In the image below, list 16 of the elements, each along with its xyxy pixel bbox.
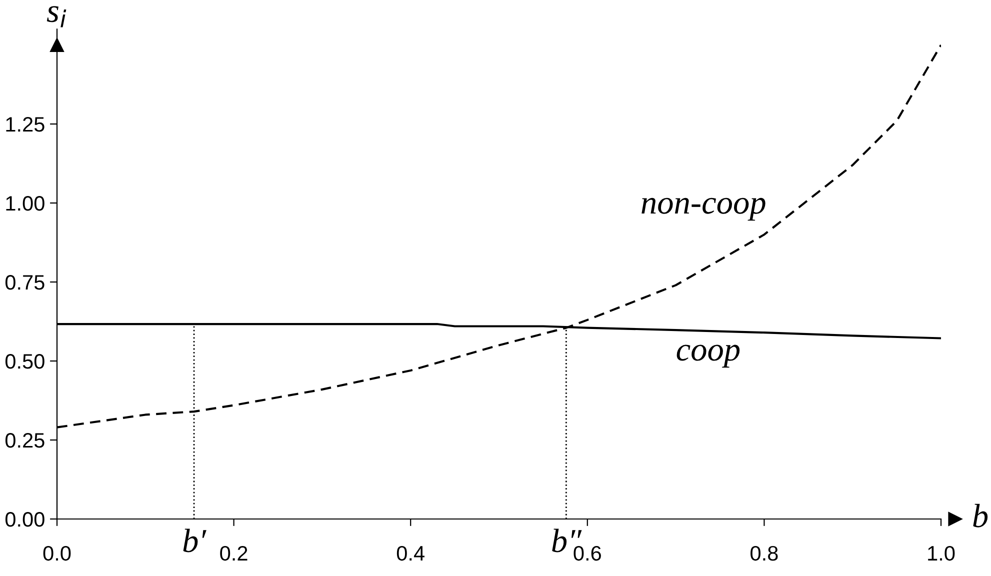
y-tick-label: 0.50 bbox=[5, 354, 44, 369]
y-axis-title: s$_{i}$ bbox=[46, 6, 66, 28]
y-tick-label: 0.75 bbox=[5, 275, 44, 290]
x-axis-title: b bbox=[973, 504, 988, 528]
x-tick-label: 0.4 bbox=[396, 546, 424, 561]
x-tick-label: 1.0 bbox=[928, 546, 955, 561]
x-tick-label: 0.8 bbox=[750, 546, 778, 561]
y-tick-label: 0.00 bbox=[5, 512, 44, 527]
x-tick-label: 0.2 bbox=[220, 546, 248, 561]
x-tick-label: 0.0 bbox=[43, 546, 71, 561]
y-tick-label: 1.00 bbox=[6, 196, 44, 211]
annotation: coop bbox=[676, 344, 740, 368]
y-tick-label: 0.25 bbox=[5, 433, 44, 448]
ref-line-label: b′ bbox=[183, 528, 206, 552]
annotation: non-coop bbox=[642, 198, 766, 221]
y-tick-label: 1.25 bbox=[6, 117, 44, 132]
